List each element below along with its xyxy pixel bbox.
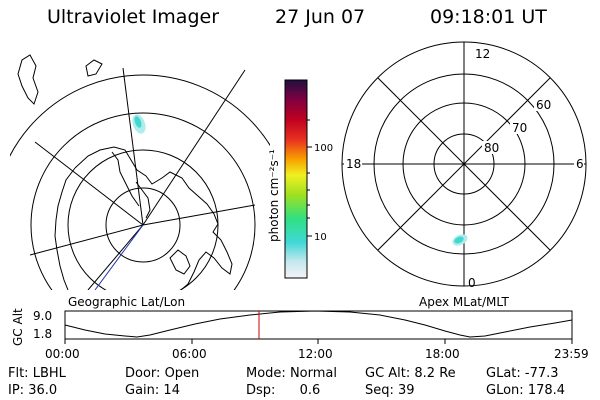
mlat-label-80: 80 — [484, 141, 499, 155]
colorbar-tick-10: 10 — [314, 232, 327, 243]
door-field: Door: Open — [125, 366, 200, 381]
sequence-field: Seq: 39 — [365, 383, 415, 398]
altitude-timeline-plot — [64, 310, 573, 344]
ip-field: IP: 36.0 — [8, 383, 58, 398]
latitude-circles — [10, 74, 270, 290]
glon-field: GLon: 178.4 — [486, 383, 566, 398]
colorbar-ticks — [307, 119, 312, 237]
aurora-emission-left — [132, 114, 146, 134]
app-title: Ultraviolet Imager — [47, 6, 220, 28]
time-tick-1200: 12:00 — [298, 347, 333, 361]
geographic-map — [10, 54, 270, 290]
mode-field: Mode: Normal — [246, 366, 337, 381]
mlt-label-18: 18 — [346, 157, 361, 171]
dsp-field: Dsp: 0.6 — [246, 383, 321, 398]
altitude-ytick-max: 9.0 — [33, 309, 53, 323]
mlt-label-12: 12 — [475, 47, 490, 61]
time-tick-1800: 18:00 — [425, 347, 460, 361]
meridian-lines — [29, 67, 256, 290]
mlat-label-60: 60 — [536, 98, 551, 112]
date-label: 27 Jun 07 — [275, 6, 366, 28]
colorbar-tick-100: 100 — [314, 143, 333, 154]
aurora-emission-right — [452, 234, 468, 246]
time-tick-2359: 23:59 — [554, 347, 589, 361]
gain-field: Gain: 14 — [125, 383, 180, 398]
mlt-label-6: 6 — [576, 157, 584, 171]
mlt-label-0: 0 — [468, 276, 476, 290]
mlat-label-70: 70 — [512, 121, 527, 135]
filter-field: Flt: LBHL — [8, 366, 66, 381]
altitude-ylabel: GC Alt — [11, 308, 25, 346]
glat-field: GLat: -77.3 — [486, 366, 559, 381]
satellite-track — [94, 224, 144, 290]
time-tick-0000: 00:00 — [45, 347, 80, 361]
geographic-caption: Geographic Lat/Lon — [68, 295, 186, 309]
colorbar-unit-label: photon cm⁻²s⁻¹ — [267, 149, 281, 242]
time-label: 09:18:01 UT — [430, 6, 547, 28]
altitude-ytick-min: 1.8 — [33, 327, 53, 341]
gc-altitude-field: GC Alt: 8.2 Re — [365, 366, 456, 381]
south-america-coastline — [17, 54, 39, 105]
antarctica-coastline — [74, 146, 233, 290]
colorbar — [284, 79, 308, 279]
magnetic-polar-plot: 12 18 6 0 60 70 80 — [341, 41, 587, 290]
time-tick-0600: 06:00 — [172, 347, 207, 361]
apex-caption: Apex MLat/MLT — [419, 295, 509, 309]
